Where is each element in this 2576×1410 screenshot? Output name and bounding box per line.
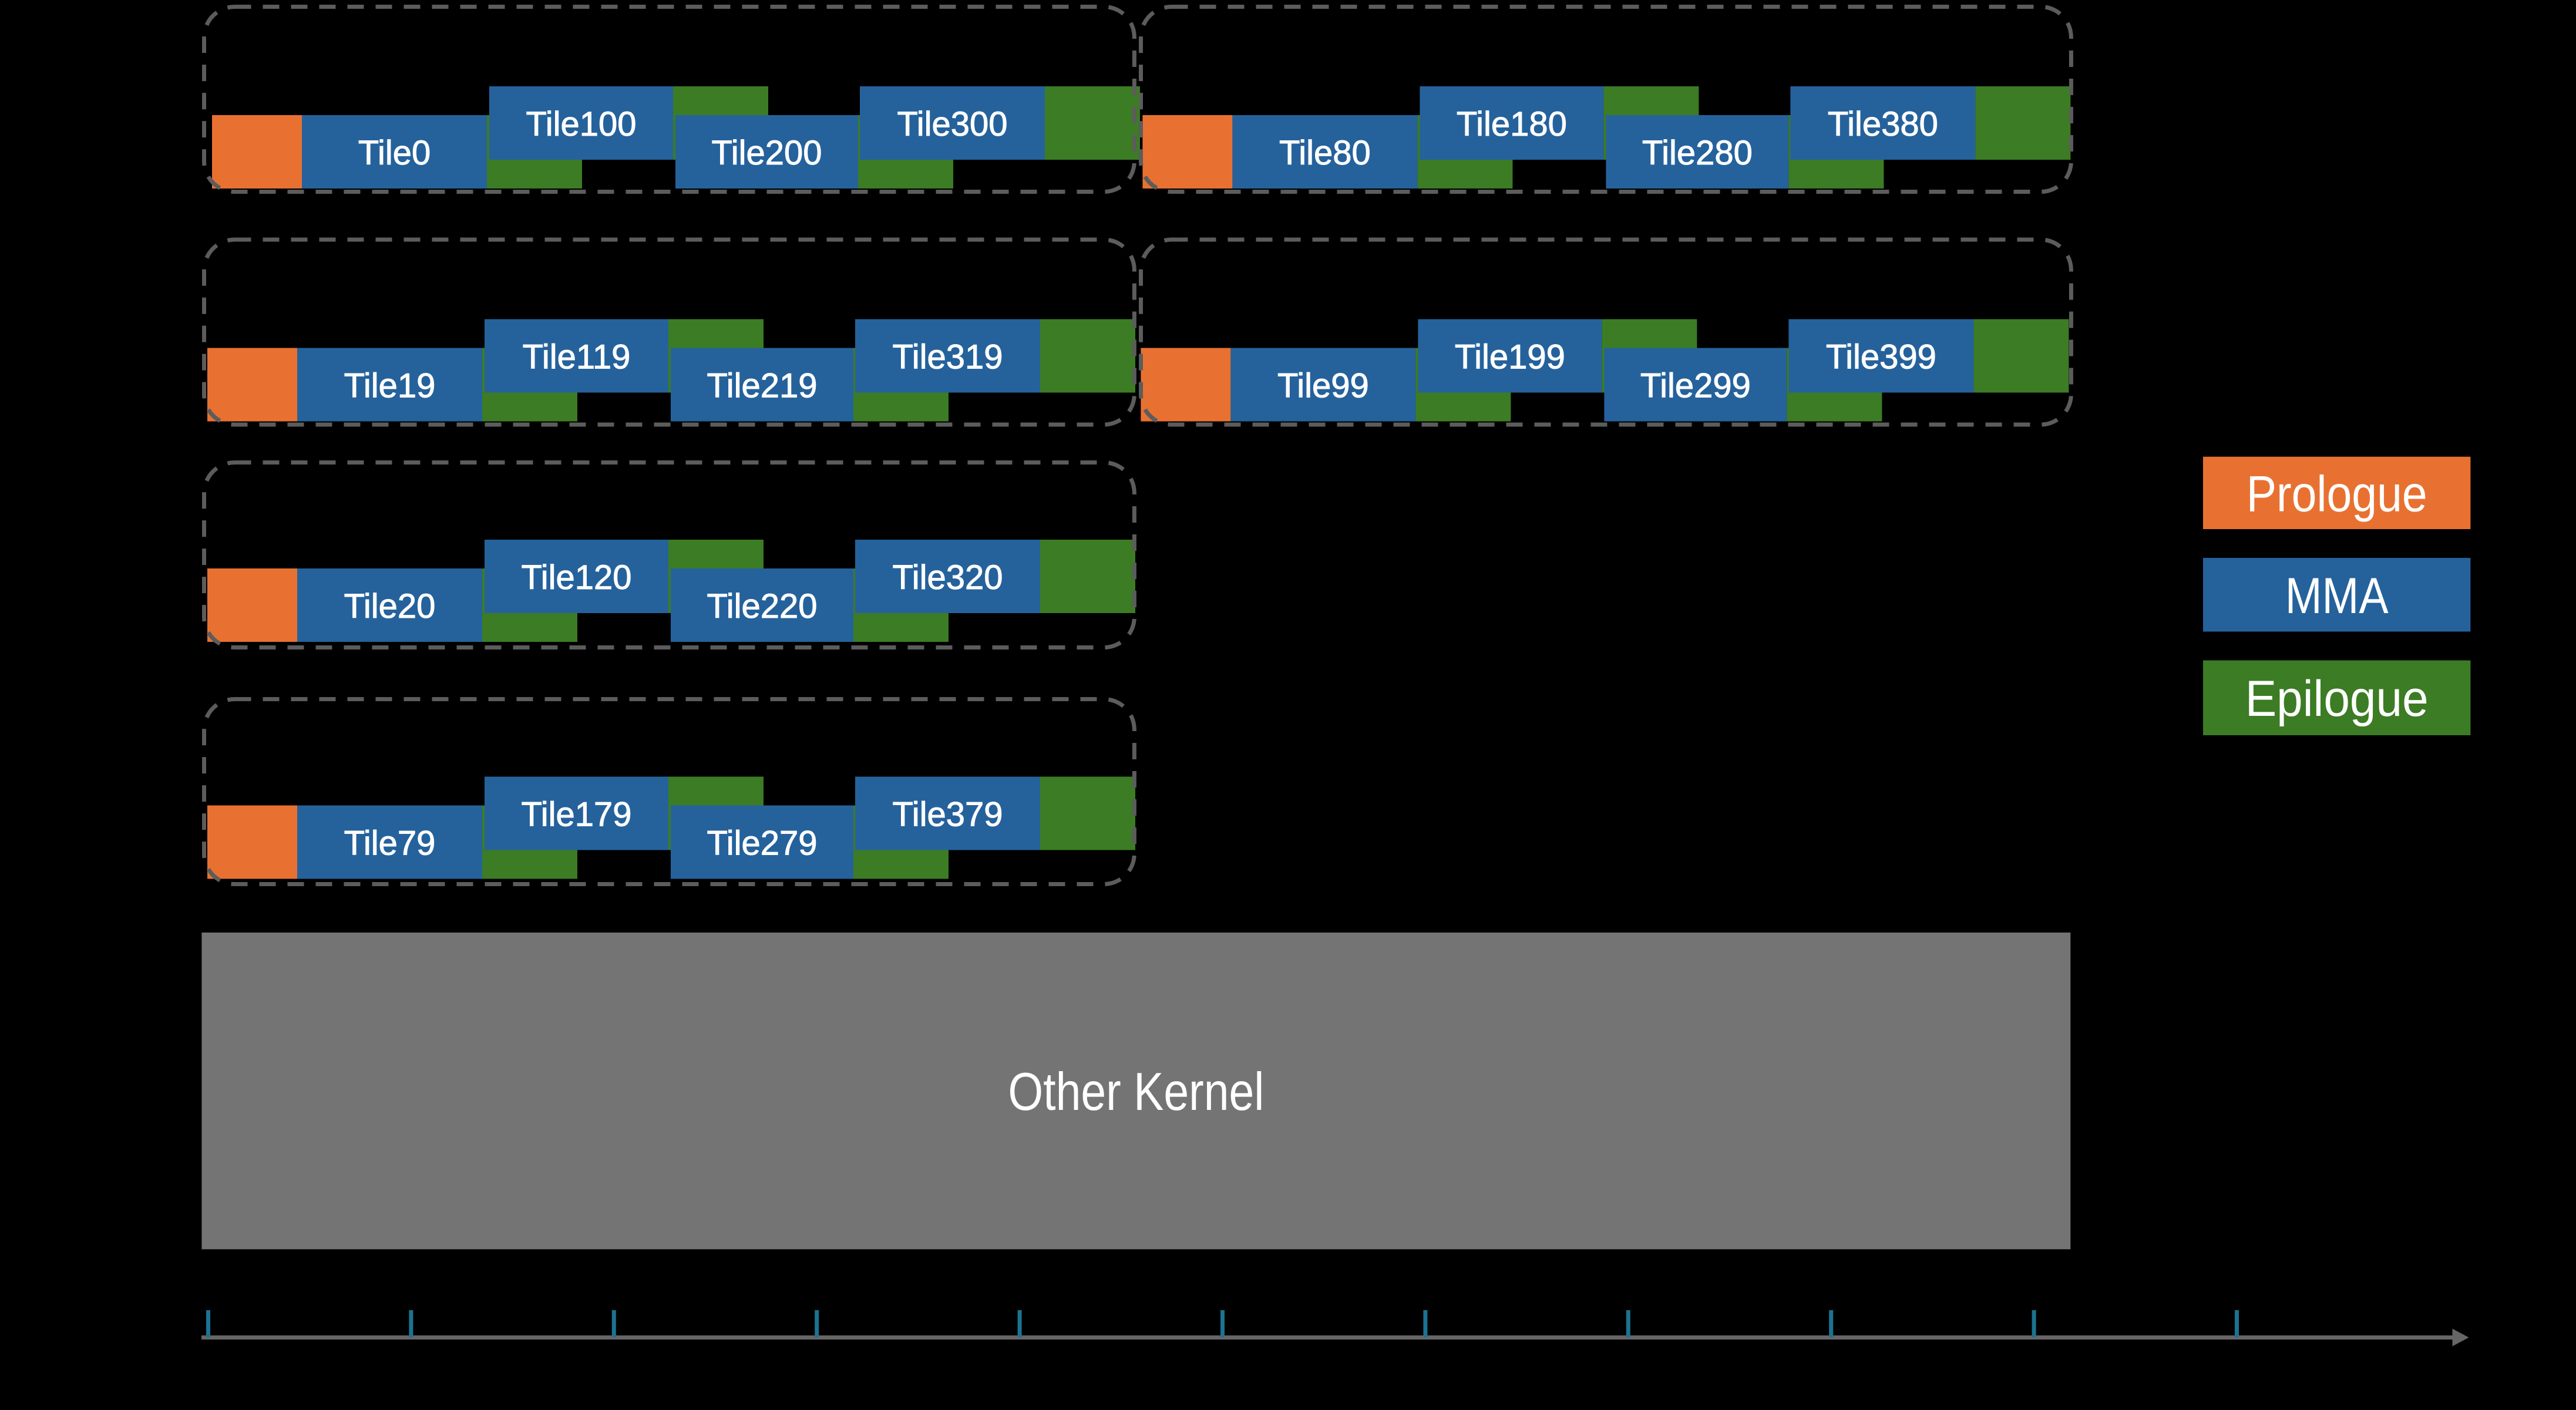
svg-text:Tile320: Tile320 (892, 558, 1003, 597)
svg-text:Tile20: Tile20 (344, 587, 436, 625)
svg-text:MMA: MMA (2285, 568, 2389, 624)
svg-text:Tile300: Tile300 (897, 105, 1007, 143)
svg-text:Tile79: Tile79 (344, 825, 436, 863)
svg-text:Tile179: Tile179 (521, 796, 631, 834)
svg-text:Tile279: Tile279 (707, 825, 817, 863)
svg-text:Tile19: Tile19 (344, 367, 436, 405)
svg-text:Tile380: Tile380 (1828, 105, 1938, 143)
svg-text:Tile100: Tile100 (526, 105, 636, 143)
svg-text:Tile379: Tile379 (892, 796, 1003, 834)
svg-text:Prologue: Prologue (2247, 466, 2427, 522)
svg-text:Tile119: Tile119 (523, 338, 631, 376)
svg-text:Tile0: Tile0 (358, 134, 431, 172)
svg-text:Tile299: Tile299 (1640, 367, 1751, 405)
svg-text:Tile120: Tile120 (521, 558, 631, 597)
svg-text:Other Kernel: Other Kernel (1008, 1062, 1264, 1122)
svg-text:Tile220: Tile220 (707, 587, 817, 625)
svg-text:Tile280: Tile280 (1642, 134, 1753, 172)
svg-text:Tile80: Tile80 (1279, 134, 1371, 172)
svg-text:Tile99: Tile99 (1277, 367, 1369, 405)
svg-text:Tile319: Tile319 (892, 338, 1003, 376)
svg-text:Tile219: Tile219 (707, 367, 817, 405)
svg-text:Tile200: Tile200 (711, 134, 822, 172)
svg-text:Tile180: Tile180 (1457, 105, 1567, 143)
svg-text:Tile199: Tile199 (1455, 338, 1565, 376)
svg-text:Tile399: Tile399 (1826, 338, 1936, 376)
svg-text:Epilogue: Epilogue (2245, 671, 2429, 727)
